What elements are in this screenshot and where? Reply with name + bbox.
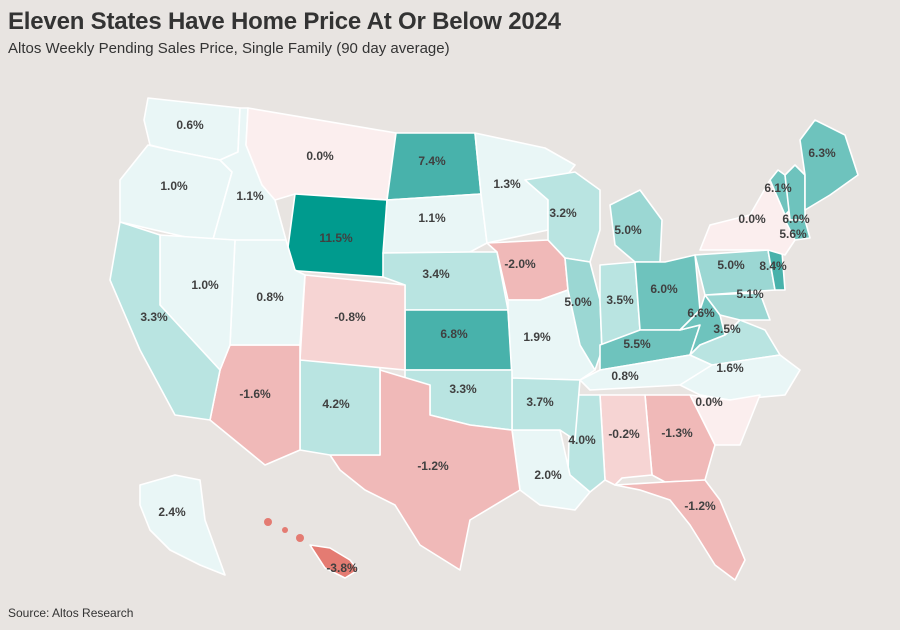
state-value-ak: 2.4% (158, 505, 186, 519)
state-value-ga: -1.3% (661, 426, 693, 440)
state-value-md: 5.1% (736, 287, 764, 301)
state-value-or: 1.0% (160, 179, 188, 193)
state-value-nh: 6.0% (782, 212, 810, 226)
state-value-ca: 3.3% (140, 310, 168, 324)
state-value-ut: 0.8% (256, 290, 284, 304)
state-il (564, 257, 603, 371)
state-value-la: 2.0% (534, 468, 562, 482)
state-value-ne: 3.4% (422, 267, 450, 281)
state-value-sc: 0.0% (695, 395, 723, 409)
state-value-wy: 11.5% (319, 231, 353, 245)
state-value-co: -0.8% (334, 310, 366, 324)
state-value-wa: 0.6% (176, 118, 204, 132)
state-ca (109, 221, 221, 421)
state-value-mi: 5.0% (614, 223, 642, 237)
state-me (799, 119, 859, 211)
state-ar (511, 377, 581, 441)
state-value-mo: 1.9% (523, 330, 551, 344)
state-value-me: 6.3% (808, 146, 836, 160)
state-value-az: -1.6% (239, 387, 271, 401)
state-value-vt: 6.1% (764, 181, 792, 195)
hawaii-island (264, 518, 272, 526)
state-nc (679, 354, 801, 401)
state-value-nm: 4.2% (322, 397, 350, 411)
state-value-ar: 3.7% (526, 395, 554, 409)
state-value-tx: -1.2% (417, 459, 449, 473)
state-value-nc: 1.6% (716, 361, 744, 375)
state-value-ky: 5.5% (623, 337, 651, 351)
state-value-fl: -1.2% (684, 499, 716, 513)
state-ma (784, 219, 811, 241)
state-value-id: 1.1% (236, 189, 264, 203)
state-value-ny: 0.0% (738, 212, 766, 226)
map-title: Eleven States Have Home Price At Or Belo… (8, 8, 561, 35)
state-value-pa: 5.0% (717, 258, 745, 272)
state-value-mt: 0.0% (306, 149, 334, 163)
state-tx (329, 369, 521, 571)
state-value-nv: 1.0% (191, 278, 219, 292)
state-value-oh: 6.0% (650, 282, 678, 296)
state-value-mn: 1.3% (493, 177, 521, 191)
state-value-in: 3.5% (606, 293, 634, 307)
state-value-nd: 7.4% (418, 154, 446, 168)
state-value-ok: 3.3% (449, 382, 477, 396)
state-value-va: 3.5% (713, 322, 741, 336)
state-la (511, 429, 591, 511)
state-value-ks: 6.8% (440, 327, 468, 341)
state-value-ia: -2.0% (504, 257, 536, 271)
state-sd (382, 193, 488, 254)
state-value-ma: 5.6% (779, 227, 807, 241)
source-note: Source: Altos Research (8, 606, 134, 620)
state-value-sd: 1.1% (418, 211, 446, 225)
state-fl (614, 479, 746, 581)
state-value-wv: 6.6% (687, 306, 715, 320)
state-value-ms: 4.0% (568, 433, 596, 447)
hawaii-island (296, 534, 304, 542)
state-value-al: -0.2% (608, 427, 640, 441)
state-value-hi: -3.8% (326, 561, 358, 575)
state-value-wi: 3.2% (549, 206, 577, 220)
state-ak (139, 474, 226, 576)
map-subtitle: Altos Weekly Pending Sales Price, Single… (8, 40, 450, 57)
state-value-nj: 8.4% (759, 259, 787, 273)
hawaii-island (282, 527, 288, 533)
state-md (704, 292, 771, 321)
state-value-il: 5.0% (564, 295, 592, 309)
state-hi (309, 544, 359, 579)
state-value-tn: 0.8% (611, 369, 639, 383)
